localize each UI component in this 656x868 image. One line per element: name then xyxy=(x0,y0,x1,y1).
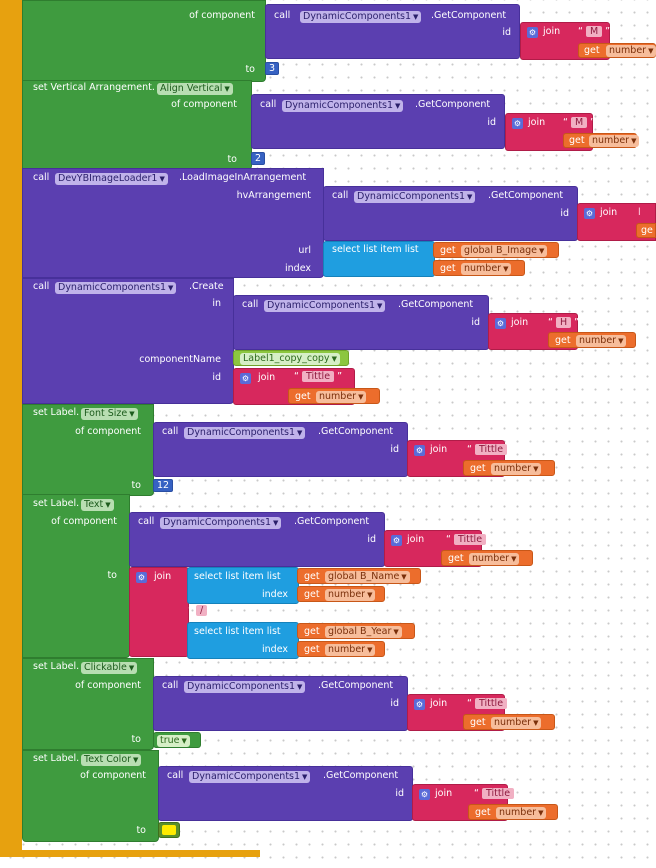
gear-icon[interactable]: ⚙ xyxy=(414,445,425,456)
get-component-block-4[interactable]: call DynamicComponents1 ▼ .GetComponent i… xyxy=(233,295,489,350)
join-block-6[interactable]: ⚙ join xyxy=(407,440,505,477)
gear-icon[interactable]: ⚙ xyxy=(495,318,506,329)
of-component-label: of component xyxy=(189,10,255,21)
set-vertical-arrangement-block[interactable]: set Vertical Arrangement. Align Vertical… xyxy=(22,80,252,170)
get-number-block[interactable]: get number ▼ xyxy=(441,550,533,566)
get-component-block-3[interactable]: call DynamicComponents1 ▼ .GetComponent i… xyxy=(323,186,578,241)
gear-icon[interactable]: ⚙ xyxy=(419,789,430,800)
text-string-block[interactable]: “ M ” xyxy=(578,26,611,37)
gear-icon[interactable]: ⚙ xyxy=(240,373,251,384)
gear-icon[interactable]: ⚙ xyxy=(512,118,523,129)
get-component-block-6[interactable]: call DynamicComponents1 ▼ .GetComponent i… xyxy=(129,512,385,567)
event-block-bottom xyxy=(0,850,260,857)
select-list-item-block[interactable]: select list item list index xyxy=(187,622,299,659)
set-label-text-block[interactable]: set Label. Text ▼ of component to xyxy=(22,494,130,658)
call-label: call xyxy=(274,10,291,21)
property-dropdown[interactable]: Align Vertical ▼ xyxy=(157,83,233,95)
get-number-block[interactable]: get number ▼ xyxy=(548,332,636,348)
to-label: to xyxy=(245,64,255,75)
set-label-font-size-block[interactable]: set Label. Font Size ▼ of component to xyxy=(22,404,154,496)
get-component-block-7[interactable]: call DynamicComponents1 ▼ .GetComponent i… xyxy=(153,676,408,731)
text-string-block[interactable]: “ / ” xyxy=(188,605,216,616)
get-component-block-5[interactable]: call DynamicComponents1 ▼ .GetComponent i… xyxy=(153,422,408,477)
get-global-block[interactable]: get global B_Year ▼ xyxy=(297,623,415,639)
gear-icon[interactable]: ⚙ xyxy=(584,208,595,219)
get-number-block[interactable]: get number ▼ xyxy=(468,804,558,820)
gear-icon[interactable]: ⚙ xyxy=(527,27,538,38)
id-label: id xyxy=(502,27,511,38)
set-label-text-color-block[interactable]: set Label. Text Color ▼ of component to xyxy=(22,750,159,842)
select-list-item-block[interactable]: select list item list xyxy=(323,241,435,277)
get-component-block-1[interactable]: call DynamicComponents1 ▼ .GetComponent i… xyxy=(265,4,520,59)
join-block-2[interactable]: ⚙ join xyxy=(505,113,593,151)
get-number-block[interactable]: get number ▼ xyxy=(578,43,656,58)
get-number-block[interactable]: get number ▼ xyxy=(288,388,380,404)
number-block[interactable]: 3 xyxy=(265,62,280,75)
join-block-4[interactable]: ⚙ join xyxy=(488,313,578,350)
set-label-clickable-block[interactable]: set Label. Clickable ▼ of component to xyxy=(22,658,154,750)
get-number-block[interactable]: get number ▼ xyxy=(297,586,385,602)
get-number-block[interactable]: get number ▼ xyxy=(463,714,555,730)
select-list-item-block[interactable]: select list item list index xyxy=(187,567,299,604)
gear-icon[interactable]: ⚙ xyxy=(136,572,147,583)
join-block-8[interactable]: ⚙ join xyxy=(129,567,189,657)
component-dropdown[interactable]: DynamicComponents1 ▼ xyxy=(300,11,422,23)
get-component-label: .GetComponent xyxy=(431,10,507,21)
true-block[interactable]: true ▼ xyxy=(153,732,201,748)
get-number-block[interactable]: get number ▼ xyxy=(433,260,525,276)
event-block-spine[interactable] xyxy=(0,0,22,855)
get-number-block[interactable]: get number ▼ xyxy=(563,133,640,148)
get-global-block[interactable]: get global B_Name ▼ xyxy=(297,568,421,584)
create-call-block[interactable]: call DynamicComponents1 ▼ .Create in comp… xyxy=(22,278,234,404)
get-number-block[interactable]: get number ▼ xyxy=(463,460,555,476)
get-component-block-2[interactable]: call DynamicComponents1 ▼ .GetComponent i… xyxy=(251,94,505,149)
join-label: join xyxy=(543,26,561,37)
color-swatch-block[interactable] xyxy=(158,822,180,838)
get-component-block-8[interactable]: call DynamicComponents1 ▼ .GetComponent i… xyxy=(158,766,413,821)
gear-icon[interactable]: ⚙ xyxy=(391,535,402,546)
get-global-block[interactable]: get global B_Image ▼ xyxy=(433,242,559,258)
number-block[interactable]: 12 xyxy=(153,479,174,492)
number-block[interactable]: 2 xyxy=(251,152,266,165)
component-name-block[interactable]: Label1_copy_copy ▼ xyxy=(233,350,349,366)
gear-icon[interactable]: ⚙ xyxy=(414,699,425,710)
setter-block-1[interactable]: of component to xyxy=(22,0,266,82)
load-image-call-block[interactable]: call DevYBImageLoader1 ▼ .LoadImageInArra… xyxy=(22,168,324,278)
get-number-block[interactable]: get number ▼ xyxy=(297,641,385,657)
